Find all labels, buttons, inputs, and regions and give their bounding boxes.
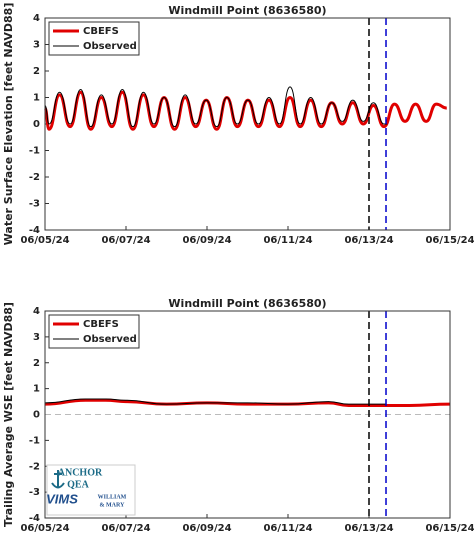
y-tick-label: 3 [33, 332, 40, 343]
logo-anchor [51, 470, 65, 489]
y-tick-label: -1 [29, 146, 40, 157]
axes-frame [44, 17, 451, 231]
x-tick-label: 06/11/24 [263, 523, 312, 533]
x-tick-label: 06/13/24 [344, 235, 393, 246]
x-tick-label: 06/07/24 [101, 235, 150, 246]
x-tick-label: 06/15/24 [425, 235, 474, 246]
chart-title: Windmill Point (8636580) [168, 297, 326, 310]
axes-frame [44, 310, 451, 519]
x-tick-label: 06/09/24 [182, 523, 231, 533]
logo-text: QEA [67, 479, 89, 490]
x-tick-label: 06/07/24 [101, 523, 150, 533]
legend-label: CBEFS [83, 26, 119, 37]
y-tick-label: -2 [29, 461, 40, 472]
x-tick-label: 06/05/24 [20, 523, 69, 533]
x-tick-label: 06/15/24 [425, 523, 474, 533]
logo-text: WILLIAM [98, 494, 127, 500]
logo-text: & MARY [100, 502, 126, 508]
y-tick-label: 4 [33, 306, 40, 317]
y-tick-label: 1 [33, 384, 40, 395]
y-tick-label: -3 [29, 199, 40, 210]
legend-label: Observed [83, 41, 137, 52]
legend-label: CBEFS [83, 319, 119, 330]
y-tick-label: -4 [29, 513, 40, 524]
x-tick-label: 06/13/24 [344, 523, 393, 533]
x-tick-label: 06/11/24 [263, 235, 312, 246]
y-tick-label: -1 [29, 435, 40, 446]
data-line [44, 398, 387, 405]
data-line [44, 86, 388, 128]
y-tick-label: 3 [33, 40, 40, 51]
legend-label: Observed [83, 334, 137, 345]
y-tick-label: 0 [33, 410, 40, 421]
y-tick-label: 4 [33, 13, 40, 24]
legend-box [48, 21, 140, 56]
y-tick-label: 2 [33, 358, 40, 369]
y-axis-label: Water Surface Elevation [feet NAVD88] [2, 3, 15, 246]
logo-text: VIMS [46, 491, 78, 506]
y-tick-label: -3 [29, 487, 40, 498]
y-tick-label: 0 [33, 119, 40, 130]
chart-title: Windmill Point (8636580) [168, 4, 326, 17]
y-tick-label: 1 [33, 93, 40, 104]
y-tick-label: -4 [29, 225, 40, 236]
x-tick-label: 06/09/24 [182, 235, 231, 246]
logo-text: ANCHOR [58, 467, 103, 478]
y-tick-label: 2 [33, 66, 40, 77]
legend-box [48, 314, 140, 349]
y-tick-label: -2 [29, 172, 40, 183]
x-tick-label: 06/05/24 [20, 235, 69, 246]
y-axis-label: Trailing Average WSE [feet NAVD88] [2, 302, 15, 527]
